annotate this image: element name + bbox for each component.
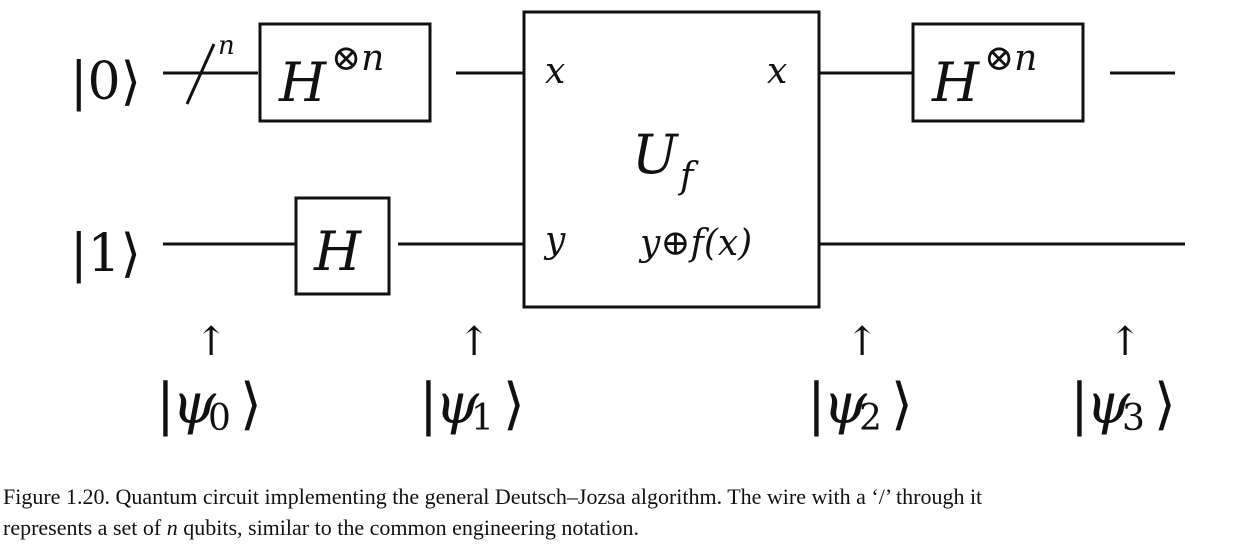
- hadamard-n-gate-1: H ⊗n: [258, 22, 432, 123]
- svg-text:⊗n: ⊗n: [331, 38, 384, 79]
- input-ket-0: |0⟩: [70, 52, 141, 112]
- state-marker-psi-1: ↑ | ψ 1 ⟩: [419, 319, 525, 439]
- svg-text:⟩: ⟩: [1154, 372, 1176, 437]
- register-width-label: n: [218, 31, 235, 61]
- oracle-output-y-xor-fx: y⊕f(x): [638, 223, 752, 264]
- svg-text:|: |: [156, 372, 175, 437]
- figure-caption: Figure 1.20. Quantum circuit implementin…: [3, 481, 1248, 543]
- state-arrow: ↑: [1108, 319, 1142, 365]
- caption-line-2: represents a set of n qubits, similar to…: [3, 512, 1248, 543]
- svg-text:|: |: [419, 372, 438, 437]
- svg-text:0: 0: [208, 398, 231, 439]
- svg-text:⟩: ⟩: [891, 372, 913, 437]
- oracle-name: U: [632, 123, 679, 186]
- svg-text:⟩: ⟩: [240, 372, 262, 437]
- caption-line-2-end: qubits, similar to the common engineerin…: [177, 515, 640, 540]
- state-arrow: ↑: [845, 319, 879, 365]
- svg-text:2: 2: [859, 398, 882, 439]
- caption-variable-n: n: [166, 515, 178, 540]
- svg-text:⟩: ⟩: [503, 372, 525, 437]
- svg-text:|: |: [1070, 372, 1089, 437]
- svg-text:3: 3: [1122, 398, 1145, 439]
- oracle-input-x: x: [545, 51, 565, 92]
- state-marker-psi-2: ↑ | ψ 2 ⟩: [807, 319, 913, 439]
- oracle-output-x: x: [767, 51, 787, 92]
- svg-text:|1⟩: |1⟩: [70, 224, 141, 284]
- circuit-diagram: |0⟩ |1⟩ n H ⊗n H U f x y x y⊕f(x) H ⊗n: [70, 10, 1185, 439]
- oracle-input-y: y: [543, 220, 566, 261]
- svg-text:ψ: ψ: [823, 372, 868, 437]
- svg-text:1: 1: [471, 398, 494, 439]
- input-ket-1: |1⟩: [70, 224, 141, 284]
- register-slash: [185, 43, 216, 105]
- svg-text:H: H: [313, 220, 362, 283]
- state-arrow: ↑: [457, 319, 491, 365]
- state-arrow: ↑: [194, 319, 228, 365]
- svg-text:ψ: ψ: [435, 372, 480, 437]
- caption-line-1: Figure 1.20. Quantum circuit implementin…: [3, 484, 983, 509]
- svg-text:H: H: [931, 51, 980, 114]
- hadamard-gate: H: [294, 196, 391, 296]
- svg-text:H: H: [278, 51, 327, 114]
- svg-text:ψ: ψ: [172, 372, 217, 437]
- svg-text:|: |: [807, 372, 826, 437]
- state-marker-psi-0: ↑ | ψ 0 ⟩: [156, 319, 262, 439]
- hadamard-n-gate-2: H ⊗n: [911, 22, 1085, 123]
- svg-text:⊗n: ⊗n: [984, 38, 1037, 79]
- caption-line-2-start: represents a set of: [3, 515, 167, 540]
- svg-text:ψ: ψ: [1086, 372, 1131, 437]
- oracle-gate: U f x y x y⊕f(x): [522, 10, 821, 309]
- svg-text:|0⟩: |0⟩: [70, 52, 141, 112]
- state-marker-psi-3: ↑ | ψ 3 ⟩: [1070, 319, 1176, 439]
